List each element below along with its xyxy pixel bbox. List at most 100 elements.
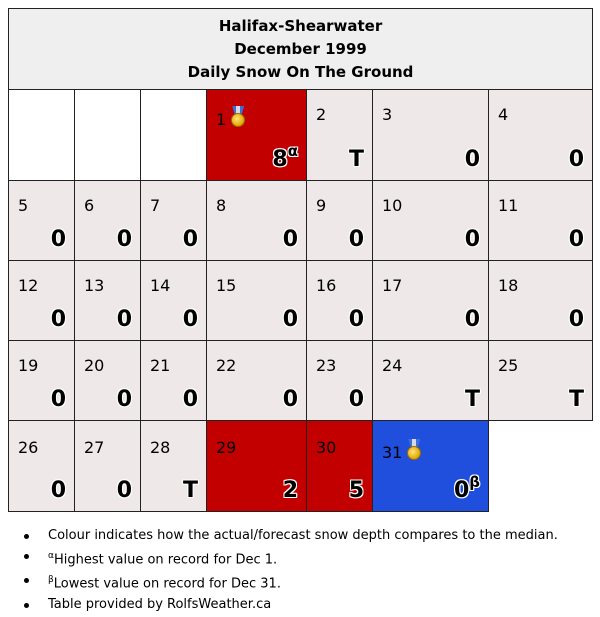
empty-cell — [140, 89, 207, 181]
day-number: 7 — [150, 196, 161, 215]
record-mark: β — [469, 472, 480, 491]
snow-value: 0 — [182, 387, 198, 412]
station-name: Halifax-Shearwater — [218, 16, 383, 35]
record-mark: α — [287, 141, 298, 160]
day-cell: 21 0 — [140, 340, 207, 421]
empty-cell — [487, 420, 594, 512]
day-cell: 27 0 — [74, 420, 141, 512]
snow-value: 0 — [464, 147, 480, 172]
day-cell: 25 T — [487, 340, 594, 421]
beta-mark: β — [48, 575, 54, 586]
note-colour: Colour indicates how the actual/forecast… — [22, 526, 558, 546]
day-cell: 10 0 — [372, 180, 489, 261]
snow-value: 0 — [282, 307, 298, 332]
snow-value: 0 — [348, 387, 364, 412]
day-cell: 26 0 — [8, 420, 75, 512]
gold-medal-icon — [229, 106, 247, 128]
snow-value: 2 — [282, 478, 298, 503]
snow-value: 0 — [282, 387, 298, 412]
snow-value: 0 — [116, 387, 132, 412]
day-number: 23 — [316, 356, 337, 375]
day-cell: 30 5 — [306, 420, 373, 512]
snow-value: 0 — [182, 227, 198, 252]
day-cell: 28 T — [140, 420, 207, 512]
footnotes: Colour indicates how the actual/forecast… — [22, 526, 558, 615]
day-number: 10 — [382, 196, 403, 215]
day-number: 11 — [498, 196, 519, 215]
day-cell: 22 0 — [206, 340, 307, 421]
snow-value: 0 — [453, 478, 470, 503]
day-cell: 18 0 — [487, 260, 594, 341]
day-cell: 24 T — [372, 340, 489, 421]
day-number: 22 — [216, 356, 237, 375]
snow-calendar: Halifax-Shearwater December 1999 Daily S… — [7, 8, 594, 512]
day-cell: 31 0β — [372, 420, 489, 512]
snow-value: 5 — [348, 478, 364, 503]
calendar-header: Halifax-Shearwater December 1999 Daily S… — [7, 8, 594, 90]
day-number: 28 — [150, 438, 171, 457]
empty-cell — [8, 89, 75, 181]
day-number: 31 — [382, 443, 403, 462]
day-cell: 29 2 — [206, 420, 307, 512]
day-number: 6 — [84, 196, 95, 215]
snow-value: 0 — [50, 227, 66, 252]
day-number: 30 — [316, 438, 337, 457]
day-number: 18 — [498, 276, 519, 295]
snow-value: 0 — [116, 478, 132, 503]
snow-value: 0 — [568, 307, 585, 332]
day-number: 27 — [84, 438, 105, 457]
snow-value: 0 — [464, 307, 480, 332]
snow-value: 0 — [50, 387, 66, 412]
day-number: 5 — [18, 196, 29, 215]
day-number: 9 — [316, 196, 327, 215]
note-lowest: βLowest value on record for Dec 31. — [22, 570, 558, 594]
snow-value: 0 — [464, 227, 480, 252]
snow-value: 0 — [116, 307, 132, 332]
day-cell: 14 0 — [140, 260, 207, 341]
day-number: 14 — [150, 276, 171, 295]
snow-value: 0 — [568, 147, 585, 172]
day-number: 13 — [84, 276, 105, 295]
snow-value: 0 — [50, 307, 66, 332]
day-number: 12 — [18, 276, 39, 295]
day-cell: 15 0 — [206, 260, 307, 341]
day-cell: 17 0 — [372, 260, 489, 341]
note-credit: Table provided by RolfsWeather.ca — [22, 595, 558, 615]
snow-value: T — [182, 478, 198, 503]
day-cell: 19 0 — [8, 340, 75, 421]
alpha-mark: α — [48, 551, 54, 561]
day-cell: 11 0 — [487, 180, 594, 261]
snow-value: 0 — [568, 227, 585, 252]
snow-value: 0 — [116, 227, 132, 252]
snow-value: 0 — [348, 307, 364, 332]
day-cell: 1 8α — [206, 89, 307, 181]
day-number: 29 — [216, 438, 237, 457]
day-number: 4 — [498, 105, 509, 124]
day-number: 25 — [498, 356, 519, 375]
day-number: 24 — [382, 356, 403, 375]
day-cell: 16 0 — [306, 260, 373, 341]
snow-value: 0 — [182, 307, 198, 332]
day-number: 21 — [150, 356, 171, 375]
snow-value: T — [348, 147, 364, 172]
snow-value: 0 — [50, 478, 66, 503]
day-cell: 20 0 — [74, 340, 141, 421]
chart-title: Daily Snow On The Ground — [187, 62, 414, 81]
day-number: 2 — [316, 105, 327, 124]
empty-cell — [74, 89, 141, 181]
day-number: 26 — [18, 438, 39, 457]
snow-value: T — [569, 387, 585, 412]
day-number: 16 — [316, 276, 337, 295]
snow-value: 0 — [282, 227, 298, 252]
day-number: 20 — [84, 356, 105, 375]
day-cell: 13 0 — [74, 260, 141, 341]
day-cell: 12 0 — [8, 260, 75, 341]
day-number: 19 — [18, 356, 39, 375]
snow-value: 8 — [272, 147, 288, 172]
day-number: 15 — [216, 276, 237, 295]
